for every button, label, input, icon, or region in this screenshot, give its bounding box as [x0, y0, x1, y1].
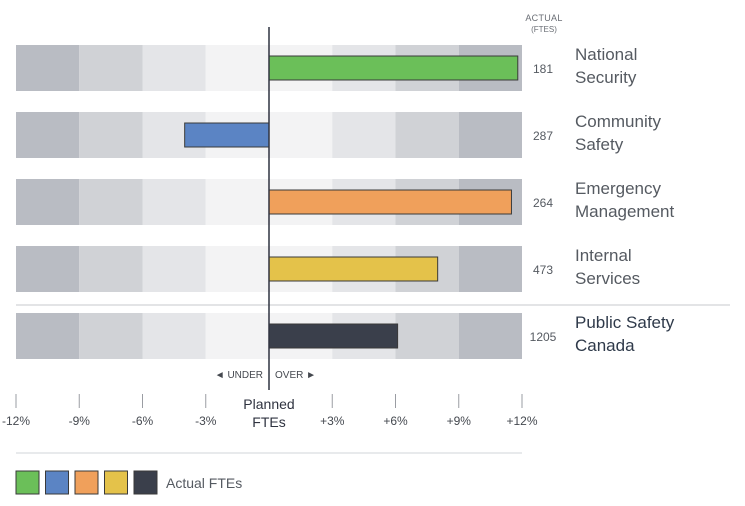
x-tick-label: -6%	[132, 414, 154, 428]
band-segment	[205, 179, 269, 225]
actual-value: 1205	[530, 330, 557, 344]
bar	[268, 55, 519, 81]
category-label: National	[575, 45, 637, 64]
band-segment	[79, 112, 143, 158]
over-label: OVER ►	[275, 370, 316, 381]
category-label: Services	[575, 269, 640, 288]
band-segment	[332, 112, 396, 158]
band-segment	[79, 246, 143, 292]
band-segment	[142, 45, 206, 91]
category-label: Internal	[575, 246, 632, 265]
legend-swatch	[15, 470, 40, 495]
actual-value: 287	[533, 129, 553, 143]
band-segment	[79, 179, 143, 225]
legend-swatch	[74, 470, 99, 495]
band-segment	[16, 179, 80, 225]
center-label-ftes: FTEs	[252, 414, 285, 430]
legend-swatch	[45, 470, 69, 495]
band-segment	[205, 313, 269, 359]
legend-swatch	[133, 470, 158, 495]
legend-label: Actual FTEs	[166, 475, 242, 491]
category-label: Canada	[575, 336, 635, 355]
band-segment	[16, 45, 80, 91]
band-segment	[16, 313, 80, 359]
category-labels: National Security Community Safety Emergency…	[575, 45, 675, 355]
band-segment	[205, 246, 269, 292]
band-segment	[458, 313, 522, 359]
actual-header-units: (FTES)	[531, 25, 557, 34]
band-segment	[395, 112, 459, 158]
x-tick-label: +6%	[383, 414, 408, 428]
category-label: Safety	[575, 135, 624, 154]
center-label-planned: Planned	[243, 396, 294, 412]
band-segment	[458, 112, 522, 158]
x-tick-label: -3%	[195, 414, 217, 428]
band-segment	[142, 313, 206, 359]
legend-swatch	[104, 470, 128, 495]
x-tick-label: +3%	[320, 414, 345, 428]
band-segment	[269, 112, 333, 158]
band-segment	[205, 45, 269, 91]
actual-header: ACTUAL	[525, 13, 562, 23]
bar	[268, 323, 399, 349]
category-label: Public Safety	[575, 313, 675, 332]
category-label: Emergency	[575, 179, 661, 198]
bar	[268, 189, 512, 215]
x-axis: -12% -9% -6% -3% +3% +6% +9% +12%	[2, 394, 538, 428]
legend	[15, 470, 158, 495]
x-tick-label: -12%	[2, 414, 30, 428]
band-segment	[79, 313, 143, 359]
x-tick-label: +12%	[506, 414, 537, 428]
actual-value: 181	[533, 62, 553, 76]
band-segment	[395, 313, 459, 359]
x-tick-label: +9%	[447, 414, 472, 428]
band-segment	[142, 246, 206, 292]
actual-value: 264	[533, 196, 553, 210]
band-segment	[16, 246, 80, 292]
band-segment	[142, 179, 206, 225]
category-label: Security	[575, 68, 637, 87]
band-segment	[16, 112, 80, 158]
bar	[184, 122, 270, 148]
under-label: ◄ UNDER	[215, 370, 263, 381]
actual-fte-values: 181 287 264 473 1205	[530, 62, 557, 344]
band-segment	[458, 246, 522, 292]
category-label: Community	[575, 112, 661, 131]
x-tick-label: -9%	[69, 414, 91, 428]
category-label: Management	[575, 202, 675, 221]
band-segment	[79, 45, 143, 91]
bar	[268, 256, 439, 282]
actual-value: 473	[533, 263, 553, 277]
